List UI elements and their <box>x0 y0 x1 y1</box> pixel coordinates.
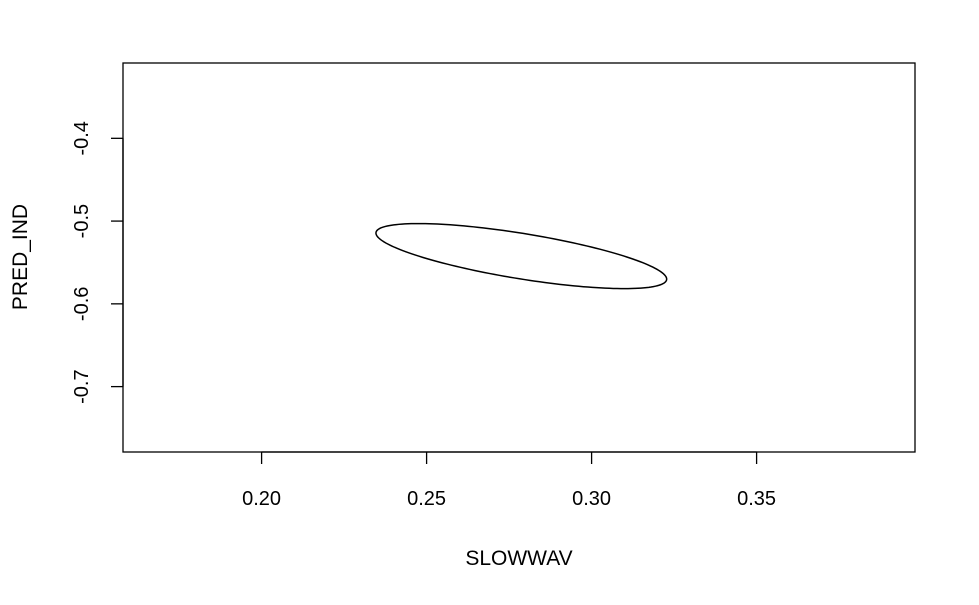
plot-frame <box>122 62 916 453</box>
confidence-ellipse <box>375 222 668 290</box>
x-tick-label: 0.30 <box>572 488 611 510</box>
y-tick-label: -0.4 <box>71 121 93 155</box>
y-axis: -0.4 -0.5 -0.6 -0.7 <box>71 121 124 404</box>
x-axis: 0.20 0.25 0.30 0.35 <box>242 451 776 510</box>
y-tick-label: -0.6 <box>71 287 93 321</box>
x-tick-label: 0.25 <box>407 488 446 510</box>
x-tick-label: 0.35 <box>737 488 776 510</box>
x-axis-title: SLOWWAV <box>465 547 572 570</box>
y-tick-label: -0.5 <box>71 204 93 238</box>
x-tick-label: 0.20 <box>242 488 281 510</box>
y-tick-label: -0.7 <box>71 369 93 403</box>
y-axis-title: PRED_IND <box>9 204 32 310</box>
